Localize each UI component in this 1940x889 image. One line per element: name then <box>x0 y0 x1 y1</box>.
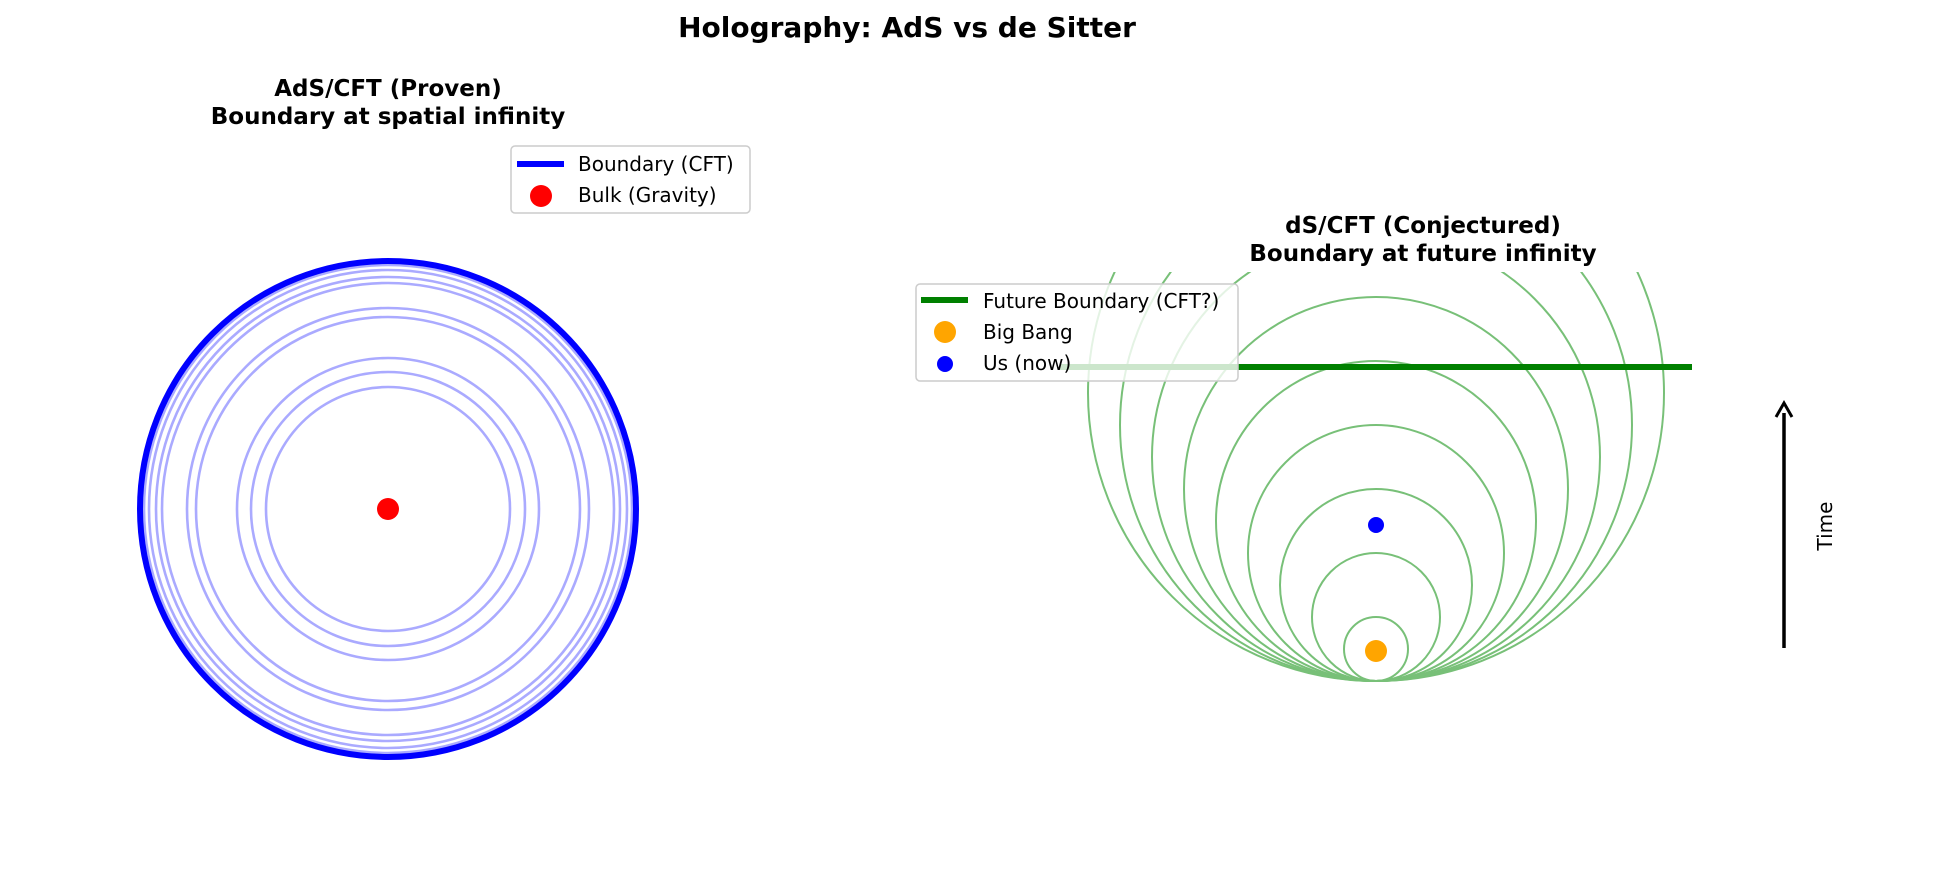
legend-label-us: Us (now) <box>983 351 1071 375</box>
ads-legend: Boundary (CFT) Bulk (Gravity) <box>510 145 751 214</box>
bulk-ring <box>142 263 634 755</box>
legend-dot-big-bang <box>934 321 956 343</box>
legend-label-big-bang: Big Bang <box>983 320 1073 344</box>
ads-bulk-rings <box>142 263 634 755</box>
bulk-ring <box>194 315 582 703</box>
ads-boundary-circle <box>137 258 639 760</box>
ads-legend-frame <box>510 145 751 214</box>
legend-label-future-boundary: Future Boundary (CFT?) <box>983 289 1219 313</box>
ds-legend-frame <box>915 283 1239 382</box>
light-cone <box>1087 272 1665 682</box>
ads-title-line2: Boundary at spatial infinity <box>211 104 565 130</box>
ds-us-point <box>1368 517 1384 533</box>
bulk-ring <box>160 281 616 737</box>
ads-bulk-point <box>377 498 399 520</box>
bulk-ring <box>264 385 512 633</box>
bulk-ring <box>185 306 591 712</box>
legend-label-bulk: Bulk (Gravity) <box>578 183 717 207</box>
ads-title-line1: AdS/CFT (Proven) <box>274 76 502 102</box>
time-arrow-head <box>1774 399 1794 418</box>
bulk-ring <box>147 268 629 750</box>
legend-dot-bulk <box>530 185 552 207</box>
time-label: Time <box>1813 502 1837 552</box>
ds-legend: Future Boundary (CFT?) Big Bang Us (now) <box>915 283 1239 382</box>
figure-title: Holography: AdS vs de Sitter <box>678 11 1136 44</box>
ds-light-cones <box>1087 272 1665 682</box>
legend-dot-us <box>937 356 953 372</box>
ads-panel: AdS/CFT (Proven) Boundary at spatial inf… <box>137 76 751 760</box>
ds-panel: dS/CFT (Conjectured) Boundary at future … <box>915 213 1837 682</box>
bulk-ring <box>235 356 541 662</box>
ds-title-line1: dS/CFT (Conjectured) <box>1285 213 1561 239</box>
legend-label-boundary: Boundary (CFT) <box>578 152 734 176</box>
ds-big-bang-point <box>1365 640 1387 662</box>
bulk-ring <box>249 370 527 648</box>
ds-title-line2: Boundary at future infinity <box>1249 241 1596 267</box>
bulk-ring <box>154 275 622 743</box>
